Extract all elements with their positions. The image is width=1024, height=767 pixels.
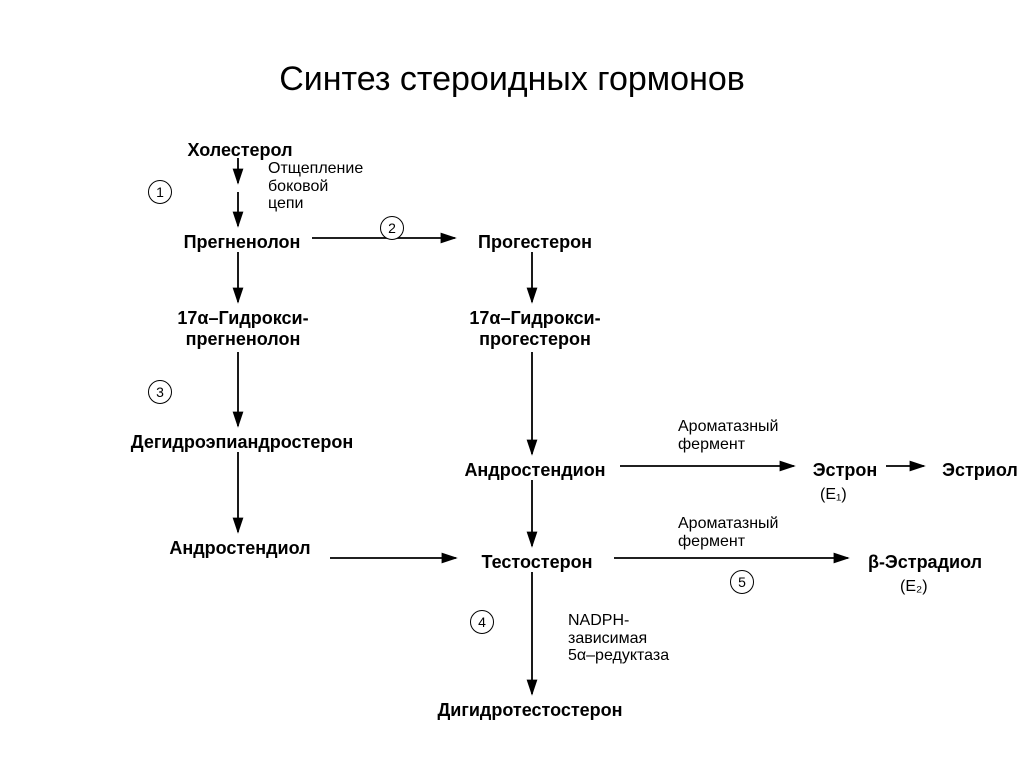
node-estradiol: β-Эстрадиол: [855, 552, 995, 573]
node-estrone: Эстрон: [800, 460, 890, 481]
node-androstenediol: Андростендиол: [155, 538, 325, 559]
step-3: 3: [148, 380, 172, 404]
diagram-canvas: Синтез стероидных гормонов Холестерол Пр…: [0, 0, 1024, 767]
node-testosterone: Тестостерон: [462, 552, 612, 573]
node-dhea: Дегидроэпиандростерон: [102, 432, 382, 453]
label-side-chain-cleavage: Отщепление боковой цепи: [268, 160, 363, 213]
sublabel-e2: (E₂): [900, 578, 928, 596]
label-aromatase-1: Ароматазный фермент: [678, 418, 779, 453]
diagram-title: Синтез стероидных гормонов: [0, 60, 1024, 99]
node-dihydrotestosterone: Дигидротестостерон: [420, 700, 640, 721]
step-4: 4: [470, 610, 494, 634]
node-hydroxy-progesterone: 17α–Гидрокси- прогестерон: [450, 308, 620, 349]
step-2: 2: [380, 216, 404, 240]
sublabel-e1: (E₁): [820, 486, 847, 504]
step-5: 5: [730, 570, 754, 594]
node-cholesterol: Холестерол: [180, 140, 300, 161]
node-estriol: Эстриол: [930, 460, 1024, 481]
node-androstenedione: Андростендион: [450, 460, 620, 481]
label-5a-reductase: NADPH- зависимая 5α–редуктаза: [568, 612, 669, 665]
label-aromatase-2: Ароматазный фермент: [678, 515, 779, 550]
node-progesterone: Прогестерон: [460, 232, 610, 253]
step-1: 1: [148, 180, 172, 204]
node-pregnenolone: Прегненолон: [172, 232, 312, 253]
node-hydroxy-pregnenolone: 17α–Гидрокси- прегненолон: [158, 308, 328, 349]
